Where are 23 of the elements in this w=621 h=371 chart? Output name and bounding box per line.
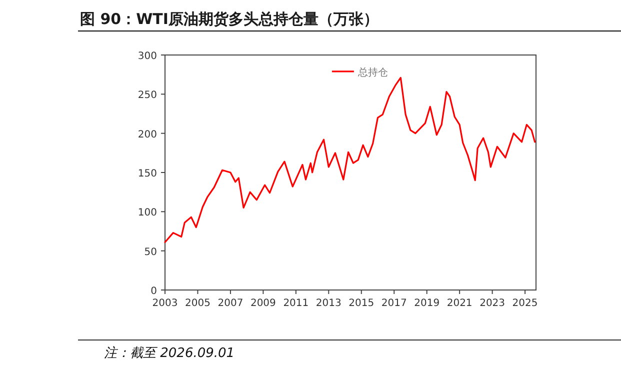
y-tick-label: 0	[150, 286, 157, 297]
x-tick-label: 2003	[152, 298, 178, 309]
y-tick-label: 50	[144, 246, 157, 258]
x-tick-label: 2025	[512, 298, 538, 309]
x-tick-label: 2017	[381, 298, 407, 309]
y-tick-label: 200	[138, 129, 157, 140]
x-tick-label: 2021	[446, 298, 472, 309]
x-tick-label: 2007	[218, 298, 244, 309]
y-tick-label: 250	[138, 90, 157, 102]
text: 注：截至 2026.09.01	[104, 346, 235, 361]
x-tick-label: 2023	[480, 298, 506, 309]
x-tick-label: 2009	[250, 298, 276, 309]
x-tick-label: 2005	[185, 298, 210, 309]
y-tick-label: 100	[138, 208, 157, 219]
x-tick-label: 2015	[348, 298, 374, 309]
chart-title: 图 90：WTI原油期货多头总持仓量（万张）	[80, 10, 378, 28]
y-tick-label: 150	[138, 168, 157, 180]
x-tick-label: 2013	[316, 298, 342, 309]
x-tick-label: 2011	[283, 298, 309, 309]
line-series	[164, 76, 536, 244]
y-tick-label: 300	[138, 51, 157, 62]
x-tick-label: 2019	[414, 298, 440, 309]
legend-label: 总持仓	[356, 66, 388, 78]
